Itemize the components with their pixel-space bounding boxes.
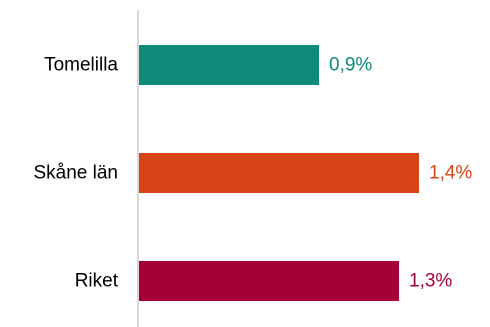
value-label-2: 1,3% — [409, 271, 452, 292]
bars-group — [139, 45, 419, 301]
value-label-1: 1,4% — [429, 163, 472, 184]
category-labels-group: Tomelilla Skåne län Riket — [33, 55, 118, 292]
category-label-2: Riket — [75, 271, 119, 292]
category-label-0: Tomelilla — [44, 55, 118, 76]
category-label-1: Skåne län — [33, 163, 118, 184]
value-label-0: 0,9% — [329, 55, 372, 76]
bar-0 — [139, 45, 319, 85]
bar-2 — [139, 261, 399, 301]
value-labels-group: 0,9% 1,4% 1,3% — [329, 55, 472, 292]
bar-1 — [139, 153, 419, 193]
